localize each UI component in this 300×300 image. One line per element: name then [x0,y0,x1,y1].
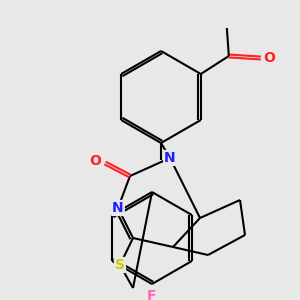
Text: S: S [115,258,125,272]
Text: N: N [112,201,124,215]
Text: F: F [147,289,157,300]
Text: O: O [263,51,275,65]
Text: N: N [164,151,176,165]
Text: O: O [89,154,101,168]
